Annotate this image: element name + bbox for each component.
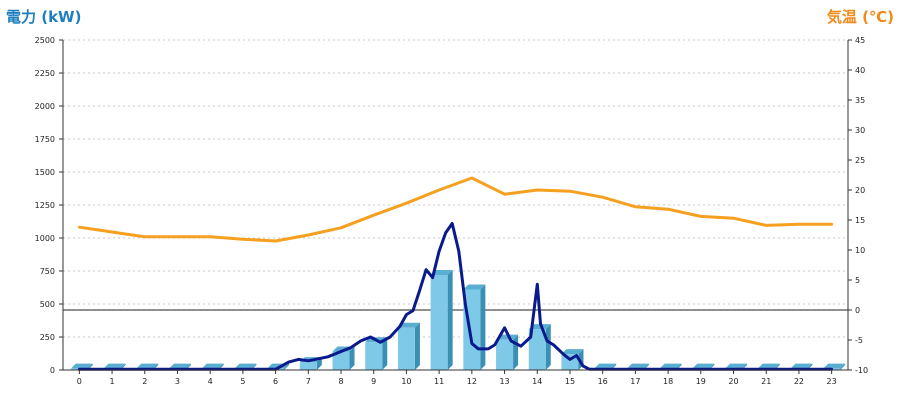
bar-side	[316, 357, 322, 370]
bar-top	[626, 363, 649, 369]
axis-layer: 02505007501000125015001750200022502500-1…	[35, 36, 868, 386]
bar	[528, 329, 546, 370]
bar-top	[823, 363, 846, 369]
bar-side	[447, 269, 453, 370]
bar-top	[234, 363, 257, 369]
bar-top	[659, 363, 682, 369]
left-tick-label: 1250	[35, 201, 55, 210]
x-tick-label: 23	[827, 377, 837, 386]
left-tick-label: 0	[50, 366, 55, 375]
power-line	[77, 222, 834, 371]
bar-side	[840, 363, 846, 370]
x-tick-label: 9	[371, 377, 376, 386]
bar-side	[480, 284, 486, 370]
x-tick-label: 12	[467, 377, 477, 386]
bar-side	[513, 334, 519, 370]
x-tick-label: 15	[565, 377, 575, 386]
right-tick-label: 30	[855, 126, 865, 135]
bar-top	[430, 269, 453, 275]
bar-side	[414, 322, 420, 370]
bar	[365, 342, 383, 370]
right-tick-label: 0	[855, 306, 860, 315]
bar-top	[725, 363, 748, 369]
x-tick-label: 16	[598, 377, 608, 386]
bar-side	[545, 324, 551, 370]
bar-top	[790, 363, 813, 369]
x-tick-label: 2	[142, 377, 147, 386]
left-axis-title: 電力 (kW)	[6, 8, 82, 26]
bar-top	[103, 363, 126, 369]
right-tick-label: 10	[855, 246, 865, 255]
bar-side	[284, 363, 290, 370]
right-tick-label: 5	[855, 276, 860, 285]
right-tick-label: 25	[855, 156, 865, 165]
x-tick-label: 21	[761, 377, 771, 386]
bar-side	[349, 346, 355, 370]
right-tick-label: -5	[855, 336, 863, 345]
bar	[430, 274, 448, 370]
x-tick-label: 7	[306, 377, 311, 386]
x-tick-label: 14	[532, 377, 542, 386]
x-tick-label: 3	[175, 377, 180, 386]
left-tick-label: 500	[40, 300, 55, 309]
x-tick-label: 22	[794, 377, 804, 386]
temperature-line	[77, 176, 834, 243]
left-tick-label: 2250	[35, 69, 55, 78]
left-tick-label: 2500	[35, 36, 55, 45]
bar-side	[382, 337, 388, 370]
right-tick-label: -10	[855, 366, 868, 375]
bar	[496, 339, 514, 370]
right-tick-label: 15	[855, 216, 865, 225]
bar	[332, 351, 350, 370]
x-tick-label: 1	[110, 377, 115, 386]
bar-top	[561, 349, 584, 355]
x-tick-label: 19	[696, 377, 706, 386]
x-tick-label: 13	[499, 377, 509, 386]
right-axis-title: 気温 (℃)	[826, 8, 894, 26]
bar-top	[463, 284, 486, 290]
bar-top	[528, 324, 551, 330]
x-tick-label: 6	[273, 377, 278, 386]
bar-top	[168, 363, 191, 369]
bar-top	[397, 322, 420, 328]
bar-top	[692, 363, 715, 369]
right-tick-label: 45	[855, 36, 865, 45]
line-layer	[77, 176, 834, 371]
bar	[299, 362, 317, 370]
x-tick-label: 17	[630, 377, 640, 386]
left-tick-label: 1500	[35, 168, 55, 177]
left-tick-label: 250	[40, 333, 55, 342]
bar	[397, 327, 415, 370]
bar-top	[594, 363, 617, 369]
bar-top	[70, 363, 93, 369]
bar-top	[201, 363, 224, 369]
right-tick-label: 20	[855, 186, 865, 195]
bar-top	[757, 363, 780, 369]
right-tick-label: 40	[855, 66, 865, 75]
left-tick-label: 1000	[35, 234, 55, 243]
left-tick-label: 2000	[35, 102, 55, 111]
bar-top	[136, 363, 159, 369]
right-tick-label: 35	[855, 96, 865, 105]
left-tick-label: 750	[40, 267, 55, 276]
x-tick-label: 18	[663, 377, 673, 386]
x-tick-label: 8	[338, 377, 343, 386]
grid-layer	[63, 39, 848, 338]
x-tick-label: 11	[434, 377, 444, 386]
bar-layer	[70, 269, 846, 370]
x-tick-label: 10	[401, 377, 411, 386]
x-tick-label: 0	[77, 377, 82, 386]
x-tick-label: 4	[208, 377, 213, 386]
left-tick-label: 1750	[35, 135, 55, 144]
x-tick-label: 5	[240, 377, 245, 386]
x-tick-label: 20	[728, 377, 738, 386]
